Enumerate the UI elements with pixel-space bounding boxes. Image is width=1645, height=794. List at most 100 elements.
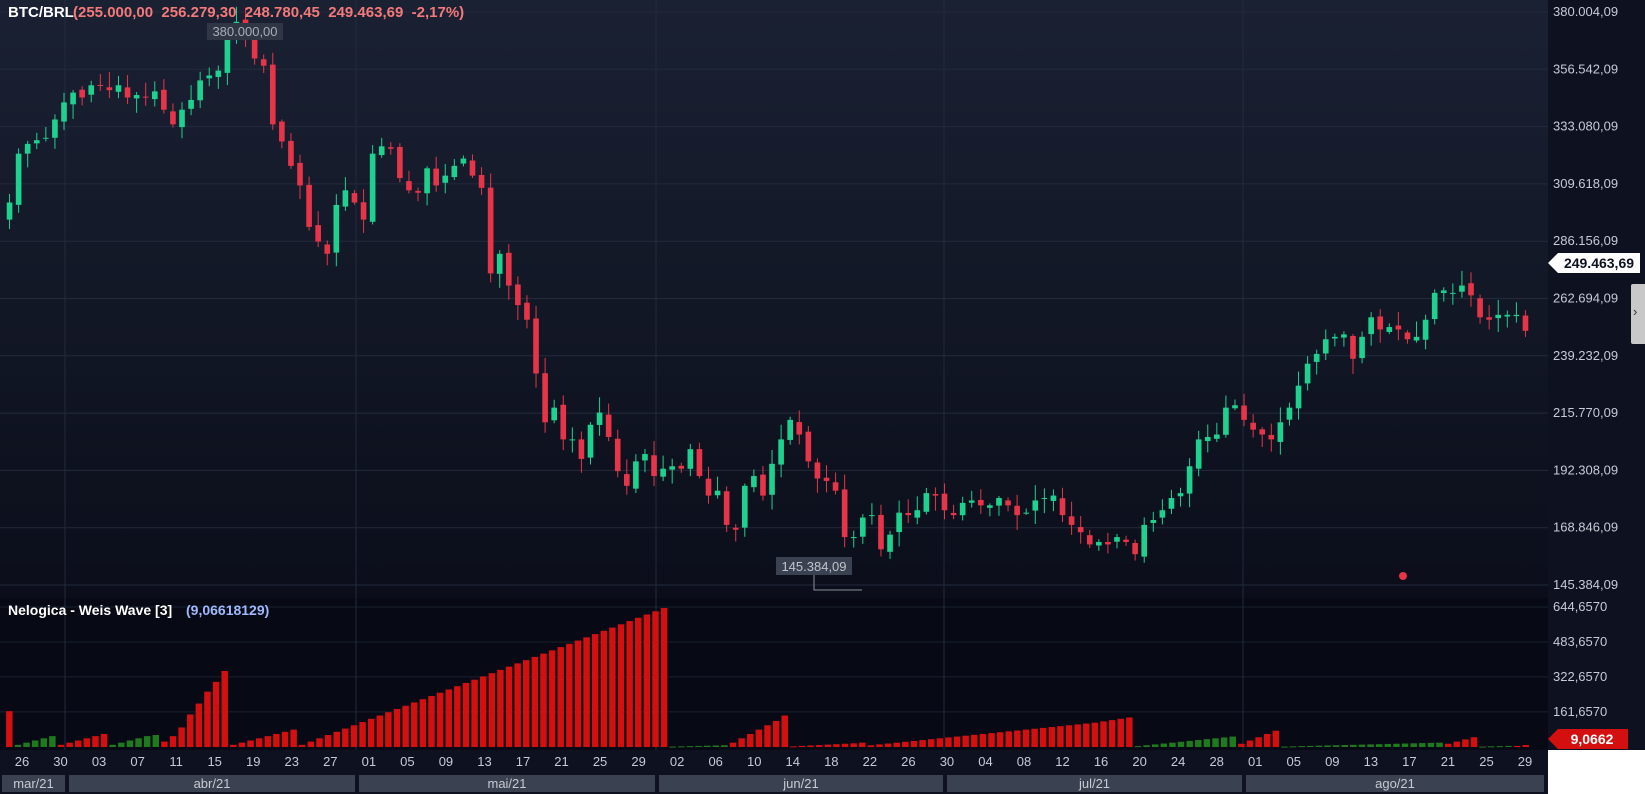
- candle-body: [642, 454, 648, 461]
- expand-panel-button[interactable]: ›: [1631, 284, 1645, 344]
- wave-bar: [161, 741, 168, 747]
- time-tick-label: 14: [786, 754, 800, 769]
- candle-body: [850, 537, 857, 539]
- price-tick-label: 215.770,09: [1553, 405, 1618, 420]
- candle-body: [1341, 334, 1347, 338]
- wave-bar: [884, 743, 892, 747]
- candle-body: [1413, 336, 1420, 341]
- wave-bar: [540, 653, 547, 747]
- candle-body: [878, 514, 884, 550]
- candle-body: [460, 158, 467, 164]
- wave-bar: [1160, 743, 1168, 747]
- time-tick-label: 26: [901, 754, 915, 769]
- month-label: jun/21: [782, 776, 818, 791]
- candle-body: [1241, 405, 1247, 420]
- time-tick-label: 13: [477, 754, 491, 769]
- month-label: mar/21: [13, 776, 53, 791]
- candle-body: [360, 202, 367, 220]
- wave-bar: [635, 617, 642, 747]
- wave-bar: [824, 744, 832, 747]
- wave-bar: [979, 733, 987, 747]
- wave-bar: [1220, 737, 1228, 747]
- time-tick-label: 09: [1325, 754, 1339, 769]
- candle-body: [859, 517, 866, 537]
- price-axis-labels: 380.004,09 356.542,09 333.080,09 309.618,09…: [1553, 4, 1618, 592]
- wave-bar: [626, 621, 633, 747]
- last-price-label: 249.463,69: [1564, 255, 1634, 271]
- wave-bar: [652, 611, 659, 747]
- candle-body: [279, 121, 285, 142]
- candle-body: [288, 140, 294, 166]
- wave-bar: [316, 738, 323, 747]
- candle-body: [914, 510, 921, 518]
- candle-body: [1114, 537, 1120, 542]
- wave-bar: [996, 732, 1004, 747]
- wave-tick-label: 644,6570: [1553, 599, 1607, 614]
- month-band: [1246, 775, 1544, 792]
- candle-body: [1286, 407, 1293, 420]
- wave-bar: [833, 744, 840, 747]
- wave-bar: [66, 742, 73, 747]
- candle-body: [1214, 434, 1220, 439]
- wave-bar: [1315, 745, 1323, 747]
- wave-bar: [393, 708, 401, 747]
- wave-bar: [299, 744, 306, 747]
- month-label: jul/21: [1078, 776, 1110, 791]
- wave-bar: [247, 740, 254, 747]
- candle-body: [633, 461, 639, 489]
- wave-bar: [919, 740, 926, 747]
- time-tick-label: 18: [824, 754, 838, 769]
- wave-bar: [1263, 733, 1271, 747]
- wave-bar: [523, 660, 530, 747]
- candle-body: [1268, 434, 1275, 440]
- wave-bar: [221, 670, 228, 747]
- indicator-current-tag: [1548, 729, 1628, 749]
- wave-bar: [471, 679, 478, 747]
- candle-body: [932, 494, 939, 496]
- candle-body: [179, 109, 185, 128]
- wave-bar: [953, 736, 961, 747]
- time-tick-label: 08: [1017, 754, 1031, 769]
- wave-bar: [574, 640, 582, 747]
- candle-body: [1359, 336, 1365, 359]
- wave-bar: [359, 722, 366, 747]
- candle-body: [260, 59, 267, 66]
- wave-bar: [591, 634, 599, 747]
- wave-bar: [971, 734, 978, 747]
- wave-bar: [1298, 746, 1305, 748]
- wave-bar: [1341, 745, 1348, 747]
- candle-body: [623, 474, 630, 486]
- wave-bar: [436, 692, 444, 747]
- candle-body: [224, 31, 231, 73]
- candle-body: [469, 160, 476, 176]
- high-marker-bg: [207, 23, 283, 40]
- wave-bar: [1358, 744, 1366, 747]
- time-tick-label: 23: [285, 754, 299, 769]
- candle-body: [1232, 405, 1238, 409]
- candle-body: [987, 505, 993, 508]
- candle-body: [1204, 436, 1211, 442]
- candle-body: [378, 146, 385, 156]
- candle-body: [133, 95, 140, 99]
- candle-body: [106, 87, 113, 91]
- candle-body: [996, 498, 1002, 506]
- candle-body: [1141, 524, 1148, 557]
- wave-bar: [1203, 739, 1211, 747]
- wave-bar: [238, 742, 246, 747]
- candle-body: [832, 482, 839, 491]
- candle-body: [397, 147, 403, 179]
- candle-body: [760, 474, 766, 496]
- wave-bar: [764, 725, 771, 747]
- candle-body: [1005, 500, 1011, 506]
- month-label: ago/21: [1375, 776, 1415, 791]
- candle-body: [315, 225, 321, 242]
- candle-body: [369, 153, 376, 222]
- wave-bar: [367, 718, 375, 747]
- wave-bar: [1229, 736, 1236, 747]
- candle-body: [841, 489, 848, 538]
- candle-body: [487, 187, 494, 274]
- wave-bar: [1074, 724, 1081, 747]
- wave-bar: [350, 725, 358, 747]
- candle-body: [923, 493, 930, 512]
